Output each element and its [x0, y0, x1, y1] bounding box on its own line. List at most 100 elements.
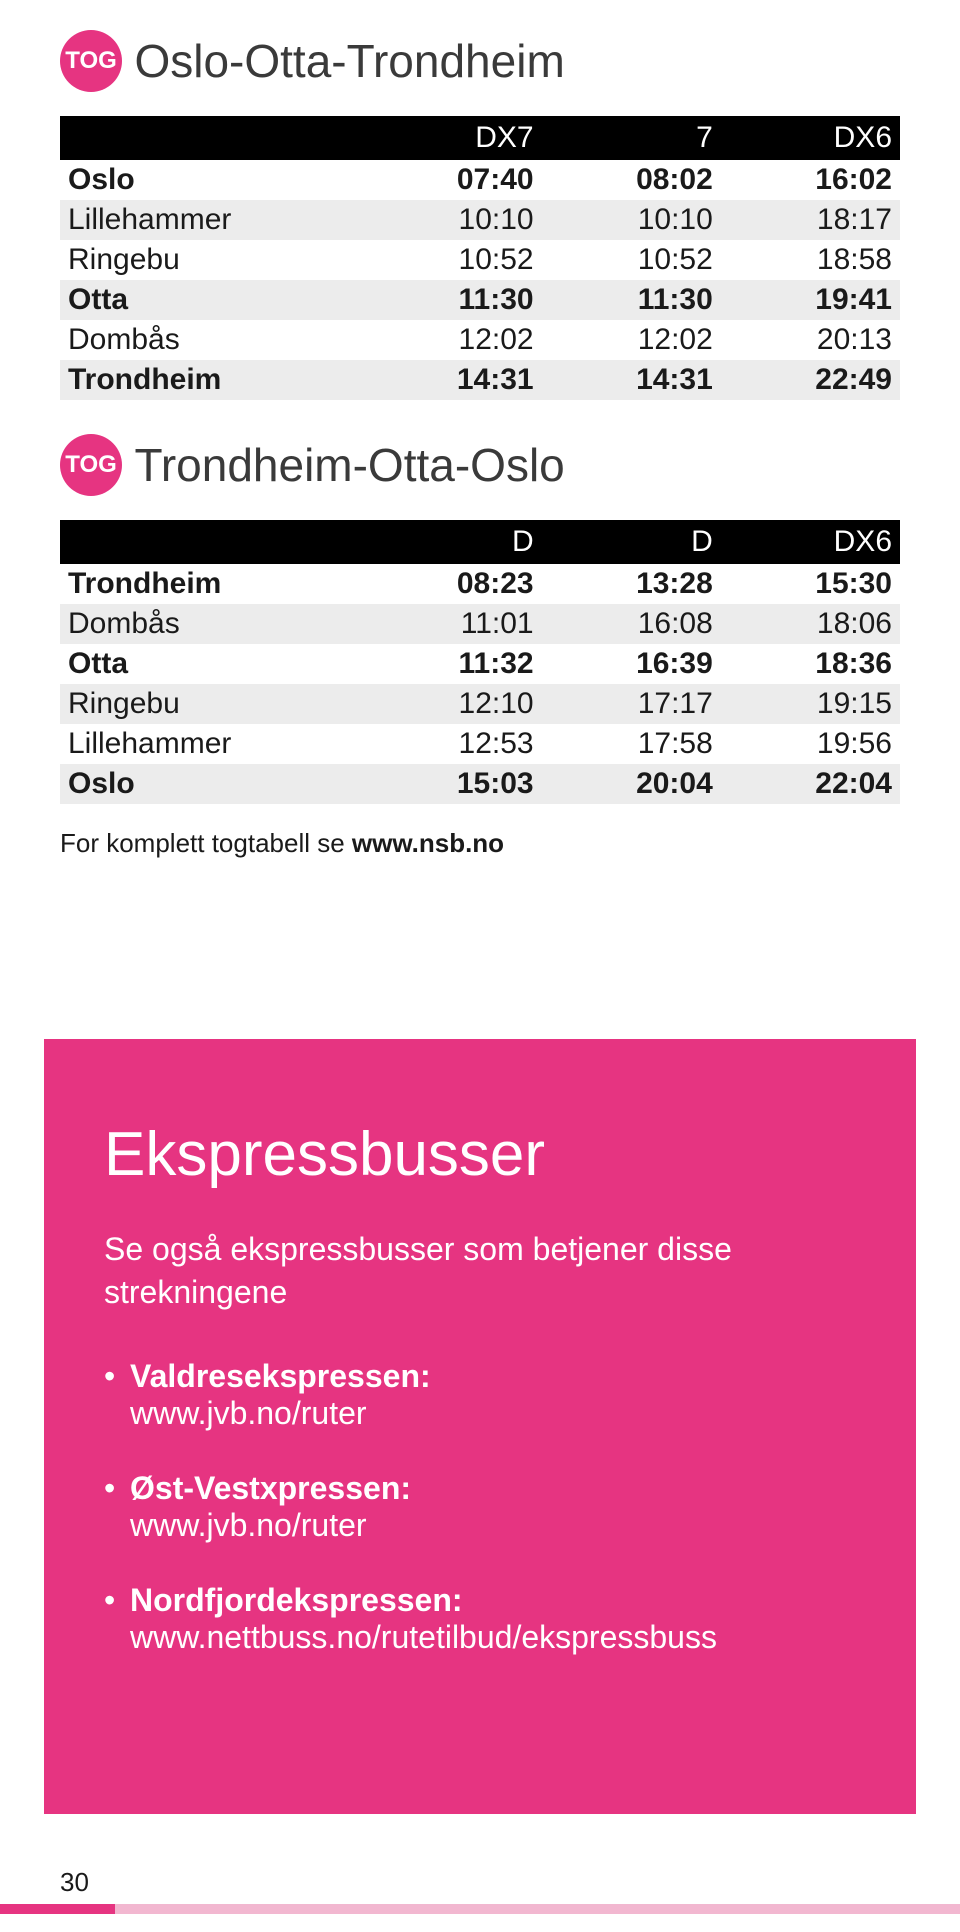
timetable-header-row: DX7 7 DX6: [60, 116, 900, 160]
col-header: D: [362, 520, 541, 564]
station-cell: Trondheim: [60, 360, 362, 400]
table-row: Lillehammer10:1010:1018:17: [60, 200, 900, 240]
time-cell: 15:03: [362, 764, 541, 804]
time-cell: 11:01: [362, 604, 541, 644]
time-cell: 08:23: [362, 564, 541, 604]
station-cell: Lillehammer: [60, 724, 362, 764]
time-cell: 19:41: [721, 280, 900, 320]
time-cell: 14:31: [542, 360, 721, 400]
time-cell: 11:30: [362, 280, 541, 320]
table-row: Ringebu10:5210:5218:58: [60, 240, 900, 280]
timetable-1-body: Oslo07:4008:0216:02Lillehammer10:1010:10…: [60, 160, 900, 400]
station-cell: Dombås: [60, 604, 362, 644]
footer-stripe-accent: [0, 1904, 115, 1914]
timetable-1: DX7 7 DX6 Oslo07:4008:0216:02Lillehammer…: [60, 116, 900, 400]
express-service-name: Øst-Vestxpressen:: [130, 1470, 856, 1507]
col-header: 7: [542, 116, 721, 160]
express-service: Nordfjordekspressen:www.nettbuss.no/rute…: [104, 1582, 856, 1656]
time-cell: 17:17: [542, 684, 721, 724]
time-cell: 18:17: [721, 200, 900, 240]
time-cell: 12:10: [362, 684, 541, 724]
express-service-url[interactable]: www.nettbuss.no/rutetilbud/ekspressbuss: [130, 1619, 856, 1656]
col-header: DX6: [721, 116, 900, 160]
station-cell: Trondheim: [60, 564, 362, 604]
time-cell: 17:58: [542, 724, 721, 764]
col-header: DX6: [721, 520, 900, 564]
tog-badge: TOG: [60, 30, 122, 92]
time-cell: 10:52: [362, 240, 541, 280]
route-title-2: Trondheim-Otta-Oslo: [134, 438, 564, 492]
footnote-prefix: For komplett togtabell se: [60, 828, 352, 858]
time-cell: 22:49: [721, 360, 900, 400]
express-box: Ekspressbusser Se også ekspressbusser so…: [44, 1039, 916, 1814]
station-cell: Dombås: [60, 320, 362, 360]
station-cell: Ringebu: [60, 240, 362, 280]
footnote-link[interactable]: www.nsb.no: [352, 828, 504, 858]
time-cell: 11:32: [362, 644, 541, 684]
col-header: DX7: [362, 116, 541, 160]
time-cell: 12:02: [362, 320, 541, 360]
time-cell: 12:53: [362, 724, 541, 764]
table-row: Dombås11:0116:0818:06: [60, 604, 900, 644]
footnote: For komplett togtabell se www.nsb.no: [60, 828, 900, 859]
time-cell: 10:10: [362, 200, 541, 240]
col-header: [60, 116, 362, 160]
time-cell: 16:02: [721, 160, 900, 200]
page-number: 30: [60, 1867, 89, 1898]
time-cell: 12:02: [542, 320, 721, 360]
time-cell: 18:58: [721, 240, 900, 280]
time-cell: 22:04: [721, 764, 900, 804]
table-row: Otta11:3216:3918:36: [60, 644, 900, 684]
express-service: Valdresekspressen:www.jvb.no/ruter: [104, 1358, 856, 1432]
station-cell: Oslo: [60, 764, 362, 804]
station-cell: Otta: [60, 280, 362, 320]
table-row: Oslo07:4008:0216:02: [60, 160, 900, 200]
time-cell: 07:40: [362, 160, 541, 200]
station-cell: Lillehammer: [60, 200, 362, 240]
footer-stripe: [0, 1904, 960, 1914]
time-cell: 13:28: [542, 564, 721, 604]
section-header-1: TOG Oslo-Otta-Trondheim: [60, 30, 900, 92]
time-cell: 19:15: [721, 684, 900, 724]
time-cell: 18:36: [721, 644, 900, 684]
table-row: Dombås12:0212:0220:13: [60, 320, 900, 360]
table-row: Trondheim14:3114:3122:49: [60, 360, 900, 400]
time-cell: 16:39: [542, 644, 721, 684]
express-subtitle: Se også ekspressbusser som betjener diss…: [104, 1228, 856, 1314]
express-heading: Ekspressbusser: [104, 1119, 856, 1190]
col-header: D: [542, 520, 721, 564]
time-cell: 10:52: [542, 240, 721, 280]
table-row: Lillehammer12:5317:5819:56: [60, 724, 900, 764]
time-cell: 20:04: [542, 764, 721, 804]
express-service-name: Valdresekspressen:: [130, 1358, 856, 1395]
station-cell: Ringebu: [60, 684, 362, 724]
time-cell: 08:02: [542, 160, 721, 200]
timetable-2-body: Trondheim08:2313:2815:30Dombås11:0116:08…: [60, 564, 900, 804]
section-header-2: TOG Trondheim-Otta-Oslo: [60, 434, 900, 496]
express-list: Valdresekspressen:www.jvb.no/ruterØst-Ve…: [104, 1358, 856, 1656]
station-cell: Oslo: [60, 160, 362, 200]
table-row: Ringebu12:1017:1719:15: [60, 684, 900, 724]
table-row: Oslo15:0320:0422:04: [60, 764, 900, 804]
timetable-2: D D DX6 Trondheim08:2313:2815:30Dombås11…: [60, 520, 900, 804]
route-title-1: Oslo-Otta-Trondheim: [134, 34, 564, 88]
time-cell: 11:30: [542, 280, 721, 320]
timetable-header-row: D D DX6: [60, 520, 900, 564]
time-cell: 16:08: [542, 604, 721, 644]
table-row: Trondheim08:2313:2815:30: [60, 564, 900, 604]
express-service: Øst-Vestxpressen:www.jvb.no/ruter: [104, 1470, 856, 1544]
footer-stripe-light: [115, 1904, 960, 1914]
tog-badge: TOG: [60, 434, 122, 496]
time-cell: 15:30: [721, 564, 900, 604]
time-cell: 10:10: [542, 200, 721, 240]
time-cell: 14:31: [362, 360, 541, 400]
time-cell: 20:13: [721, 320, 900, 360]
express-service-url[interactable]: www.jvb.no/ruter: [130, 1395, 856, 1432]
express-service-name: Nordfjordekspressen:: [130, 1582, 856, 1619]
time-cell: 19:56: [721, 724, 900, 764]
time-cell: 18:06: [721, 604, 900, 644]
express-service-url[interactable]: www.jvb.no/ruter: [130, 1507, 856, 1544]
table-row: Otta11:3011:3019:41: [60, 280, 900, 320]
station-cell: Otta: [60, 644, 362, 684]
col-header: [60, 520, 362, 564]
